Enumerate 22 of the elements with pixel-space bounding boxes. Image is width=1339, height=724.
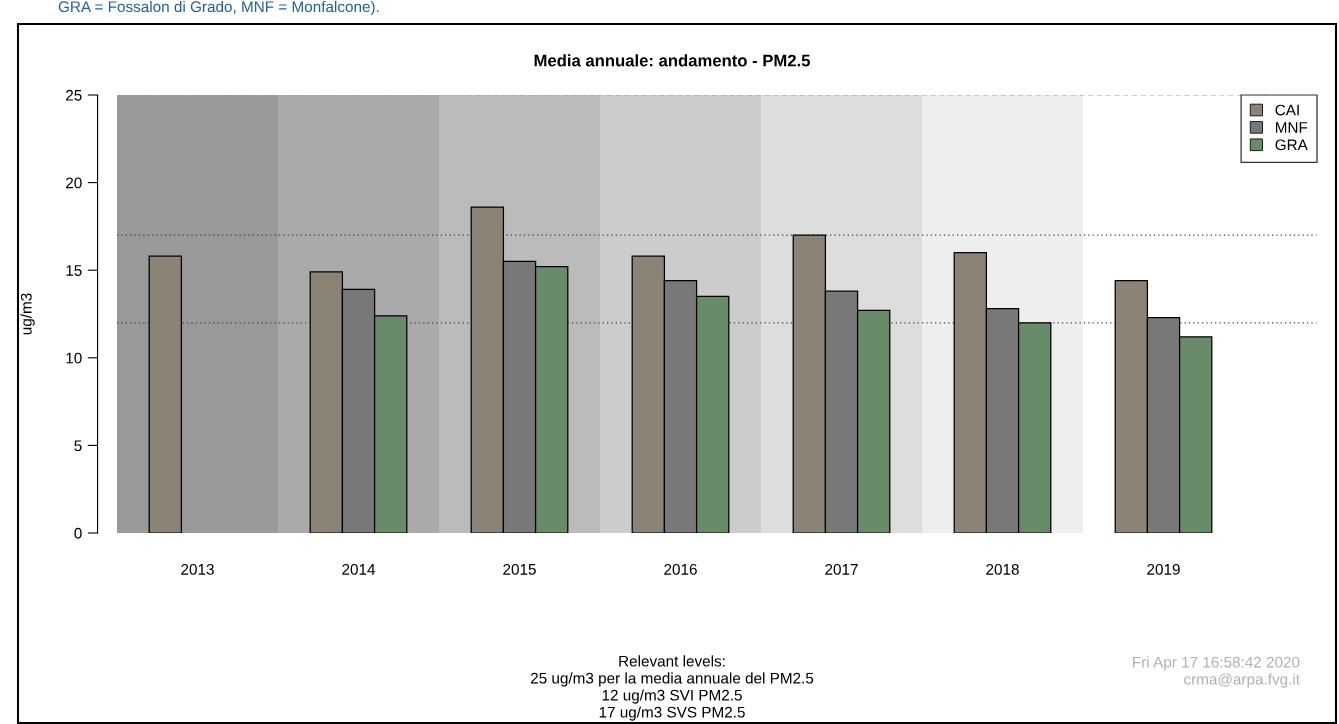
y-axis-title: ug/m3 — [20, 293, 35, 335]
x-tick-label: 2017 — [825, 563, 858, 575]
y-tick-label: 10 — [66, 352, 82, 364]
legend-label: MNF — [1275, 122, 1308, 133]
text: Relevant levels: 25 ug/m3 per la media annuale del PM2.5 12 ug/m3 SVI PM2.5 17 ug/m3 SVS PM2.5 — [530, 655, 814, 721]
y-tick-label: 25 — [66, 89, 82, 101]
x-tick-label: 2013 — [181, 563, 214, 575]
y-tick-label: 5 — [74, 440, 82, 452]
text: GRA = Fossalon di Grado, MNF = Monfalcone). — [58, 0, 379, 16]
y-tick-label: 15 — [66, 265, 82, 276]
x-tick-label: 2016 — [664, 563, 697, 575]
legend-label: GRA — [1275, 139, 1308, 151]
bar — [148, 255, 183, 533]
y-tick-label: 20 — [66, 177, 82, 189]
chart-title: Media annuale: andamento - PM2.5 — [534, 54, 810, 67]
legend-label: CAI — [1275, 104, 1299, 116]
x-tick-label: 2014 — [342, 563, 376, 575]
x-tick-label: 2015 — [503, 563, 536, 575]
x-tick-label: 2018 — [986, 563, 1019, 575]
text: Fri Apr 17 16:58:42 2020 crma@arpa.fvg.it — [1133, 656, 1300, 688]
y-tick-label: 0 — [74, 527, 82, 539]
x-tick-label: 2019 — [1147, 563, 1180, 575]
